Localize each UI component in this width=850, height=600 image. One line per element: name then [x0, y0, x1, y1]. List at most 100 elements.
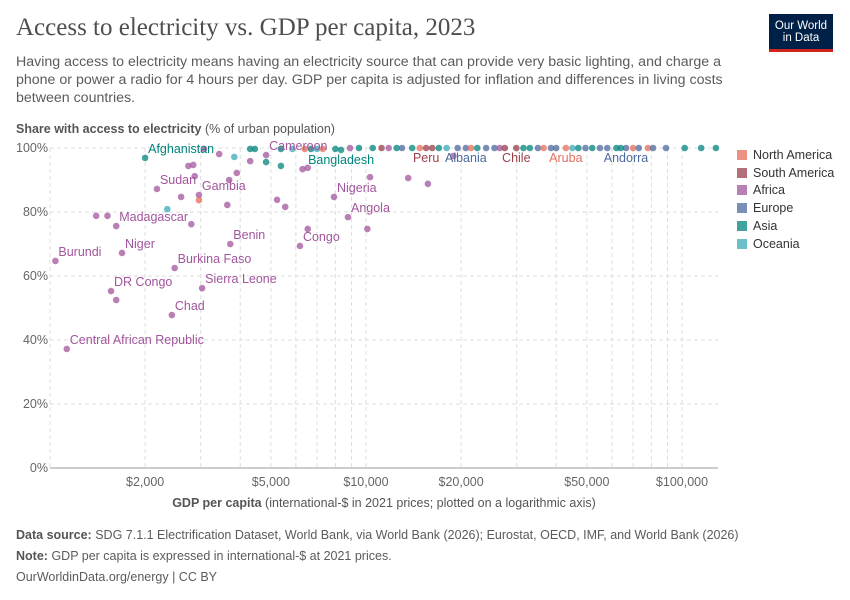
data-point — [635, 144, 643, 152]
legend-label: Asia — [753, 218, 778, 233]
legend-swatch — [737, 167, 747, 178]
data-point — [92, 212, 100, 220]
legend-label: Africa — [753, 183, 785, 198]
point-label: Sudan — [160, 173, 196, 187]
data-point — [681, 144, 689, 152]
x-axis-label: GDP per capita (international-$ in 2021 … — [172, 496, 596, 510]
data-point — [588, 144, 596, 152]
x-tick-label: $20,000 — [439, 475, 484, 489]
owid-logo[interactable]: Our World in Data — [769, 14, 833, 52]
point-label: Peru — [413, 151, 439, 165]
data-point — [404, 174, 412, 182]
data-point — [526, 144, 534, 152]
data-point — [277, 145, 285, 153]
legend-item[interactable]: Africa — [737, 183, 785, 197]
data-point — [225, 176, 233, 184]
data-point — [246, 145, 254, 153]
data-point — [422, 144, 430, 152]
data-point — [168, 311, 176, 319]
data-point — [491, 144, 498, 152]
point-label: Benin — [233, 228, 265, 242]
data-point — [198, 284, 206, 292]
data-point — [153, 185, 161, 193]
data-point — [319, 145, 327, 153]
y-axis-label: Share with access to electricity (% of u… — [16, 122, 335, 136]
point-label: Bangladesh — [308, 153, 374, 167]
data-point — [712, 144, 720, 152]
data-point — [171, 264, 178, 272]
data-point — [408, 144, 416, 152]
legend-label: Oceania — [753, 236, 800, 251]
data-point — [435, 144, 443, 152]
data-source: Data source: SDG 7.1.1 Electrification D… — [16, 528, 739, 542]
data-point — [398, 144, 406, 152]
y-axis-label-bold: Share with access to electricity — [16, 122, 202, 136]
source-label: Data source: — [16, 528, 92, 542]
data-point — [496, 144, 504, 152]
legend-item[interactable]: Asia — [737, 219, 777, 233]
data-point — [662, 144, 670, 152]
data-point — [385, 144, 393, 152]
note: Note: GDP per capita is expressed in int… — [16, 549, 392, 563]
y-tick-label: 100% — [16, 141, 48, 155]
data-point — [251, 145, 259, 153]
data-point — [552, 144, 560, 152]
data-point — [332, 145, 339, 153]
legend-item[interactable]: Europe — [737, 201, 793, 215]
data-point — [52, 257, 59, 265]
chart-title: Access to electricity vs. GDP per capita… — [16, 14, 476, 41]
y-tick-label: 40% — [23, 333, 48, 347]
legend-item[interactable]: Oceania — [737, 237, 800, 251]
data-point — [104, 212, 111, 220]
point-label: Madagascar — [119, 210, 188, 224]
point-label: Aruba — [549, 151, 582, 165]
data-point — [281, 203, 289, 211]
data-point — [277, 162, 285, 170]
data-point — [467, 144, 475, 152]
data-point — [226, 240, 234, 248]
data-point — [393, 144, 400, 152]
chart-subtitle: Having access to electricity means havin… — [16, 54, 723, 106]
source-text: SDG 7.1.1 Electrification Dataset, World… — [95, 528, 739, 542]
legend-swatch — [737, 203, 747, 214]
source-url[interactable]: OurWorldinData.org/energy | CC BY — [16, 570, 218, 584]
data-point — [644, 144, 652, 152]
point-label: Sierra Leone — [205, 272, 277, 286]
data-point — [454, 144, 461, 152]
data-point — [424, 180, 432, 188]
data-point — [575, 144, 582, 152]
data-point — [378, 144, 385, 152]
data-point — [163, 205, 171, 213]
legend-label: South America — [753, 165, 835, 180]
data-point — [200, 145, 208, 153]
data-point — [513, 144, 520, 152]
legend-swatch — [737, 220, 747, 231]
x-tick-label: $50,000 — [564, 475, 609, 489]
y-tick-label: 0% — [30, 461, 48, 475]
legend-swatch — [737, 150, 747, 160]
data-point — [330, 193, 338, 201]
point-label: Gambia — [202, 179, 246, 193]
note-label: Note: — [16, 549, 48, 563]
data-point — [301, 145, 309, 153]
data-point — [262, 158, 270, 166]
legend-item[interactable]: North America — [737, 148, 832, 162]
data-point — [215, 150, 223, 158]
data-point — [177, 193, 185, 201]
data-point — [307, 145, 315, 153]
x-tick-label: $10,000 — [343, 475, 388, 489]
point-label: Afghanistan — [148, 142, 214, 156]
data-point — [569, 144, 576, 152]
point-label: Chile — [502, 151, 531, 165]
note-text: GDP per capita is expressed in internati… — [51, 549, 392, 563]
data-point — [520, 144, 527, 152]
data-point — [189, 161, 197, 169]
point-label: Andorra — [604, 151, 649, 165]
data-point — [313, 145, 321, 153]
point-label: Congo — [303, 230, 340, 244]
point-label: Cameroon — [269, 139, 327, 153]
legend-item[interactable]: South America — [737, 166, 834, 180]
legend-label: North America — [753, 148, 833, 162]
